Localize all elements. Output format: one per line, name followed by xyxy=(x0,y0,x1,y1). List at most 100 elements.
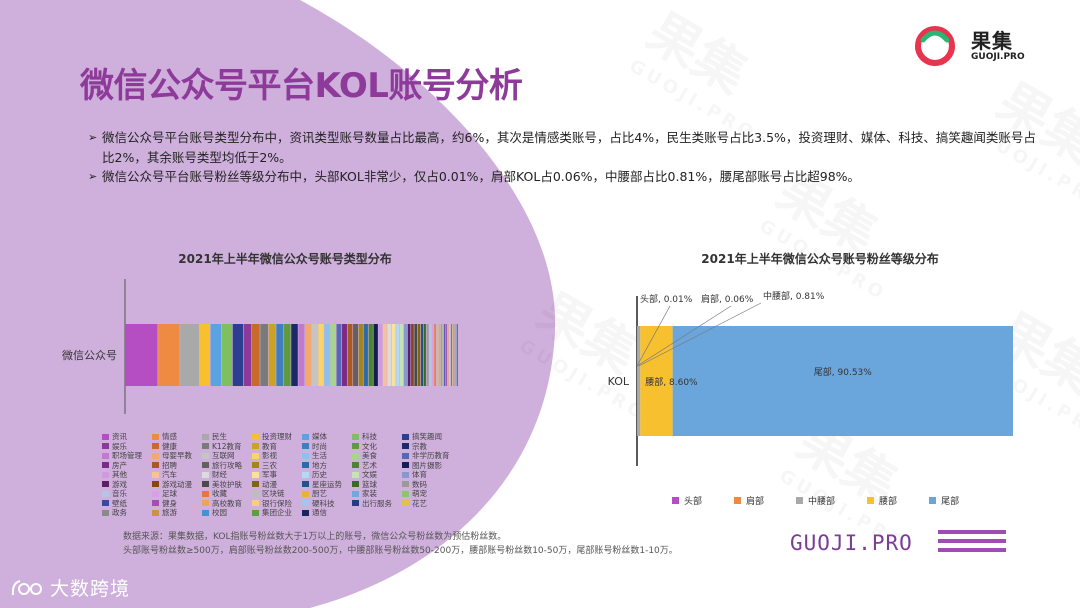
legend-item: 文娱 xyxy=(352,470,402,480)
legend-swatch xyxy=(402,481,409,488)
legend-item: 花艺 xyxy=(402,499,452,509)
bar-segment-银行保险 xyxy=(449,324,450,386)
legend-swatch xyxy=(102,462,109,469)
legend-item: 情感 xyxy=(152,432,202,442)
legend-label: 篮球 xyxy=(362,479,377,489)
guoji-logo: 果集 GUOJI.PRO xyxy=(913,22,1043,66)
legend-label: 图片摄影 xyxy=(412,460,442,470)
legend-swatch xyxy=(796,497,804,504)
legend-label: 财经 xyxy=(212,470,227,479)
legend-item: 足球 xyxy=(152,489,202,499)
legend-item: 资讯 xyxy=(102,432,152,442)
legend-item: 肩部 xyxy=(734,494,764,507)
legend-swatch xyxy=(302,443,309,450)
legend-item: 投资理财 xyxy=(252,432,302,442)
bar-segment-职场管理 xyxy=(298,324,305,386)
legend-swatch xyxy=(152,500,159,507)
data-label-腰部: 腰部, 8.60% xyxy=(645,376,698,388)
legend-swatch xyxy=(302,509,309,516)
bar-segment-投资理财 xyxy=(199,324,210,386)
legend-swatch xyxy=(352,443,359,450)
legend-item: 生活 xyxy=(302,451,352,461)
legend-swatch xyxy=(202,509,209,516)
bar-segment-动漫 xyxy=(417,324,421,386)
legend-item: 高校教育 xyxy=(202,499,252,509)
legend-swatch xyxy=(202,433,209,440)
legend-label: 厨艺 xyxy=(312,489,327,498)
legend-label: 宗教 xyxy=(412,441,427,451)
legend-label: 肩部 xyxy=(746,497,765,507)
legend-label: 壁纸 xyxy=(112,498,127,508)
source-line: 数据来源：果集数据，KOL指账号粉丝数大于1万以上的账号，微信公众号粉丝数为预估… xyxy=(123,532,507,542)
legend-swatch xyxy=(929,497,937,504)
bar-segment-旅游 xyxy=(454,324,456,386)
legend-swatch xyxy=(202,481,209,488)
legend-item: 搞笑趣闻 xyxy=(402,432,452,442)
legend-item: 家装 xyxy=(352,489,402,499)
legend-item: 硬科技 xyxy=(302,499,352,509)
legend-label: 地方 xyxy=(312,460,327,470)
legend-swatch xyxy=(252,443,259,450)
legend-label: 游戏动漫 xyxy=(162,479,192,489)
bar-segment-厨艺 xyxy=(438,324,441,386)
legend-label: 头部 xyxy=(684,497,703,507)
legend-item: 体育 xyxy=(402,470,452,480)
legend-label: 政务 xyxy=(112,508,127,517)
legend-swatch xyxy=(302,481,309,488)
fan-level-legend: 头部 肩部 中腰部 腰部 尾部 xyxy=(672,494,959,507)
legend-item: 校园 xyxy=(202,508,252,518)
legend-item: 游戏动漫 xyxy=(152,480,202,490)
callout-line xyxy=(638,302,762,367)
legend-swatch xyxy=(352,490,359,497)
bar-segment-校园 xyxy=(455,324,457,386)
category-label: KOL xyxy=(608,375,630,388)
legend-label: 非学历教育 xyxy=(412,451,450,460)
legend-item: 腰部 xyxy=(867,494,897,507)
legend-label: 互联网 xyxy=(212,451,235,460)
legend-label: 音乐 xyxy=(112,489,127,498)
legend-label: 旅行攻略 xyxy=(212,460,242,470)
bar-segment-教育 xyxy=(268,324,276,386)
legend-item: K12教育 xyxy=(202,442,252,452)
legend-swatch xyxy=(102,490,109,497)
legend-label: 投资理财 xyxy=(262,432,292,441)
fan-level-bar-svg: KOL 头部, 0.01% 肩部, 0.06% 中腰部, 0.81% 腰部, 8.60%… xyxy=(608,290,1013,466)
bar-segment-游戏 xyxy=(407,324,411,386)
legend-label: 星座运势 xyxy=(312,479,342,489)
partner-logo-icon xyxy=(11,579,42,595)
legend-item: 图片摄影 xyxy=(402,461,452,471)
legend-swatch xyxy=(402,433,409,440)
legend-label: 萌宠 xyxy=(412,489,427,498)
bar-segment-区块链 xyxy=(436,324,439,386)
legend-item: 地方 xyxy=(302,461,352,471)
bar-segment-家装 xyxy=(440,324,442,386)
category-label: 微信公众号 xyxy=(62,348,117,362)
data-source-note: 数据来源：果集数据，KOL指账号粉丝数大于1万以上的账号，微信公众号粉丝数为预估… xyxy=(123,530,678,558)
bar-segment-美妆护肤 xyxy=(414,324,418,386)
bar-segment-招聘 xyxy=(347,324,353,386)
legend-swatch xyxy=(202,462,209,469)
legend-item: 房产 xyxy=(102,461,152,471)
legend-swatch xyxy=(252,433,259,440)
legend-label: 数码 xyxy=(412,479,427,489)
legend-label: 军事 xyxy=(262,470,277,479)
legend-label: 校园 xyxy=(212,508,227,517)
fan-level-chart: 2021年上半年微信公众号账号粉丝等级分布 KOL 头部, 0.01% 肩部, 0.… xyxy=(600,244,1040,519)
legend-item: 教育 xyxy=(252,442,302,452)
legend-label: 三农 xyxy=(262,460,277,470)
legend-label: 房产 xyxy=(112,460,127,470)
brand-bars-decoration xyxy=(938,530,1006,554)
bar-segment-篮球 xyxy=(423,324,426,386)
bar-segment-健身 xyxy=(445,324,447,386)
bar-segment-音乐 xyxy=(429,324,432,386)
legend-swatch xyxy=(352,433,359,440)
bar-segment-硬科技 xyxy=(450,324,451,386)
bar-segment-生活 xyxy=(324,324,330,386)
legend-item: 宗教 xyxy=(402,442,452,452)
bar-segment-财经 xyxy=(387,324,392,386)
legend-item: 科技 xyxy=(352,432,402,442)
legend-item: 美食 xyxy=(352,451,402,461)
logo-text-en: GUOJI.PRO xyxy=(971,52,1025,62)
legend-label: 健身 xyxy=(162,498,177,508)
